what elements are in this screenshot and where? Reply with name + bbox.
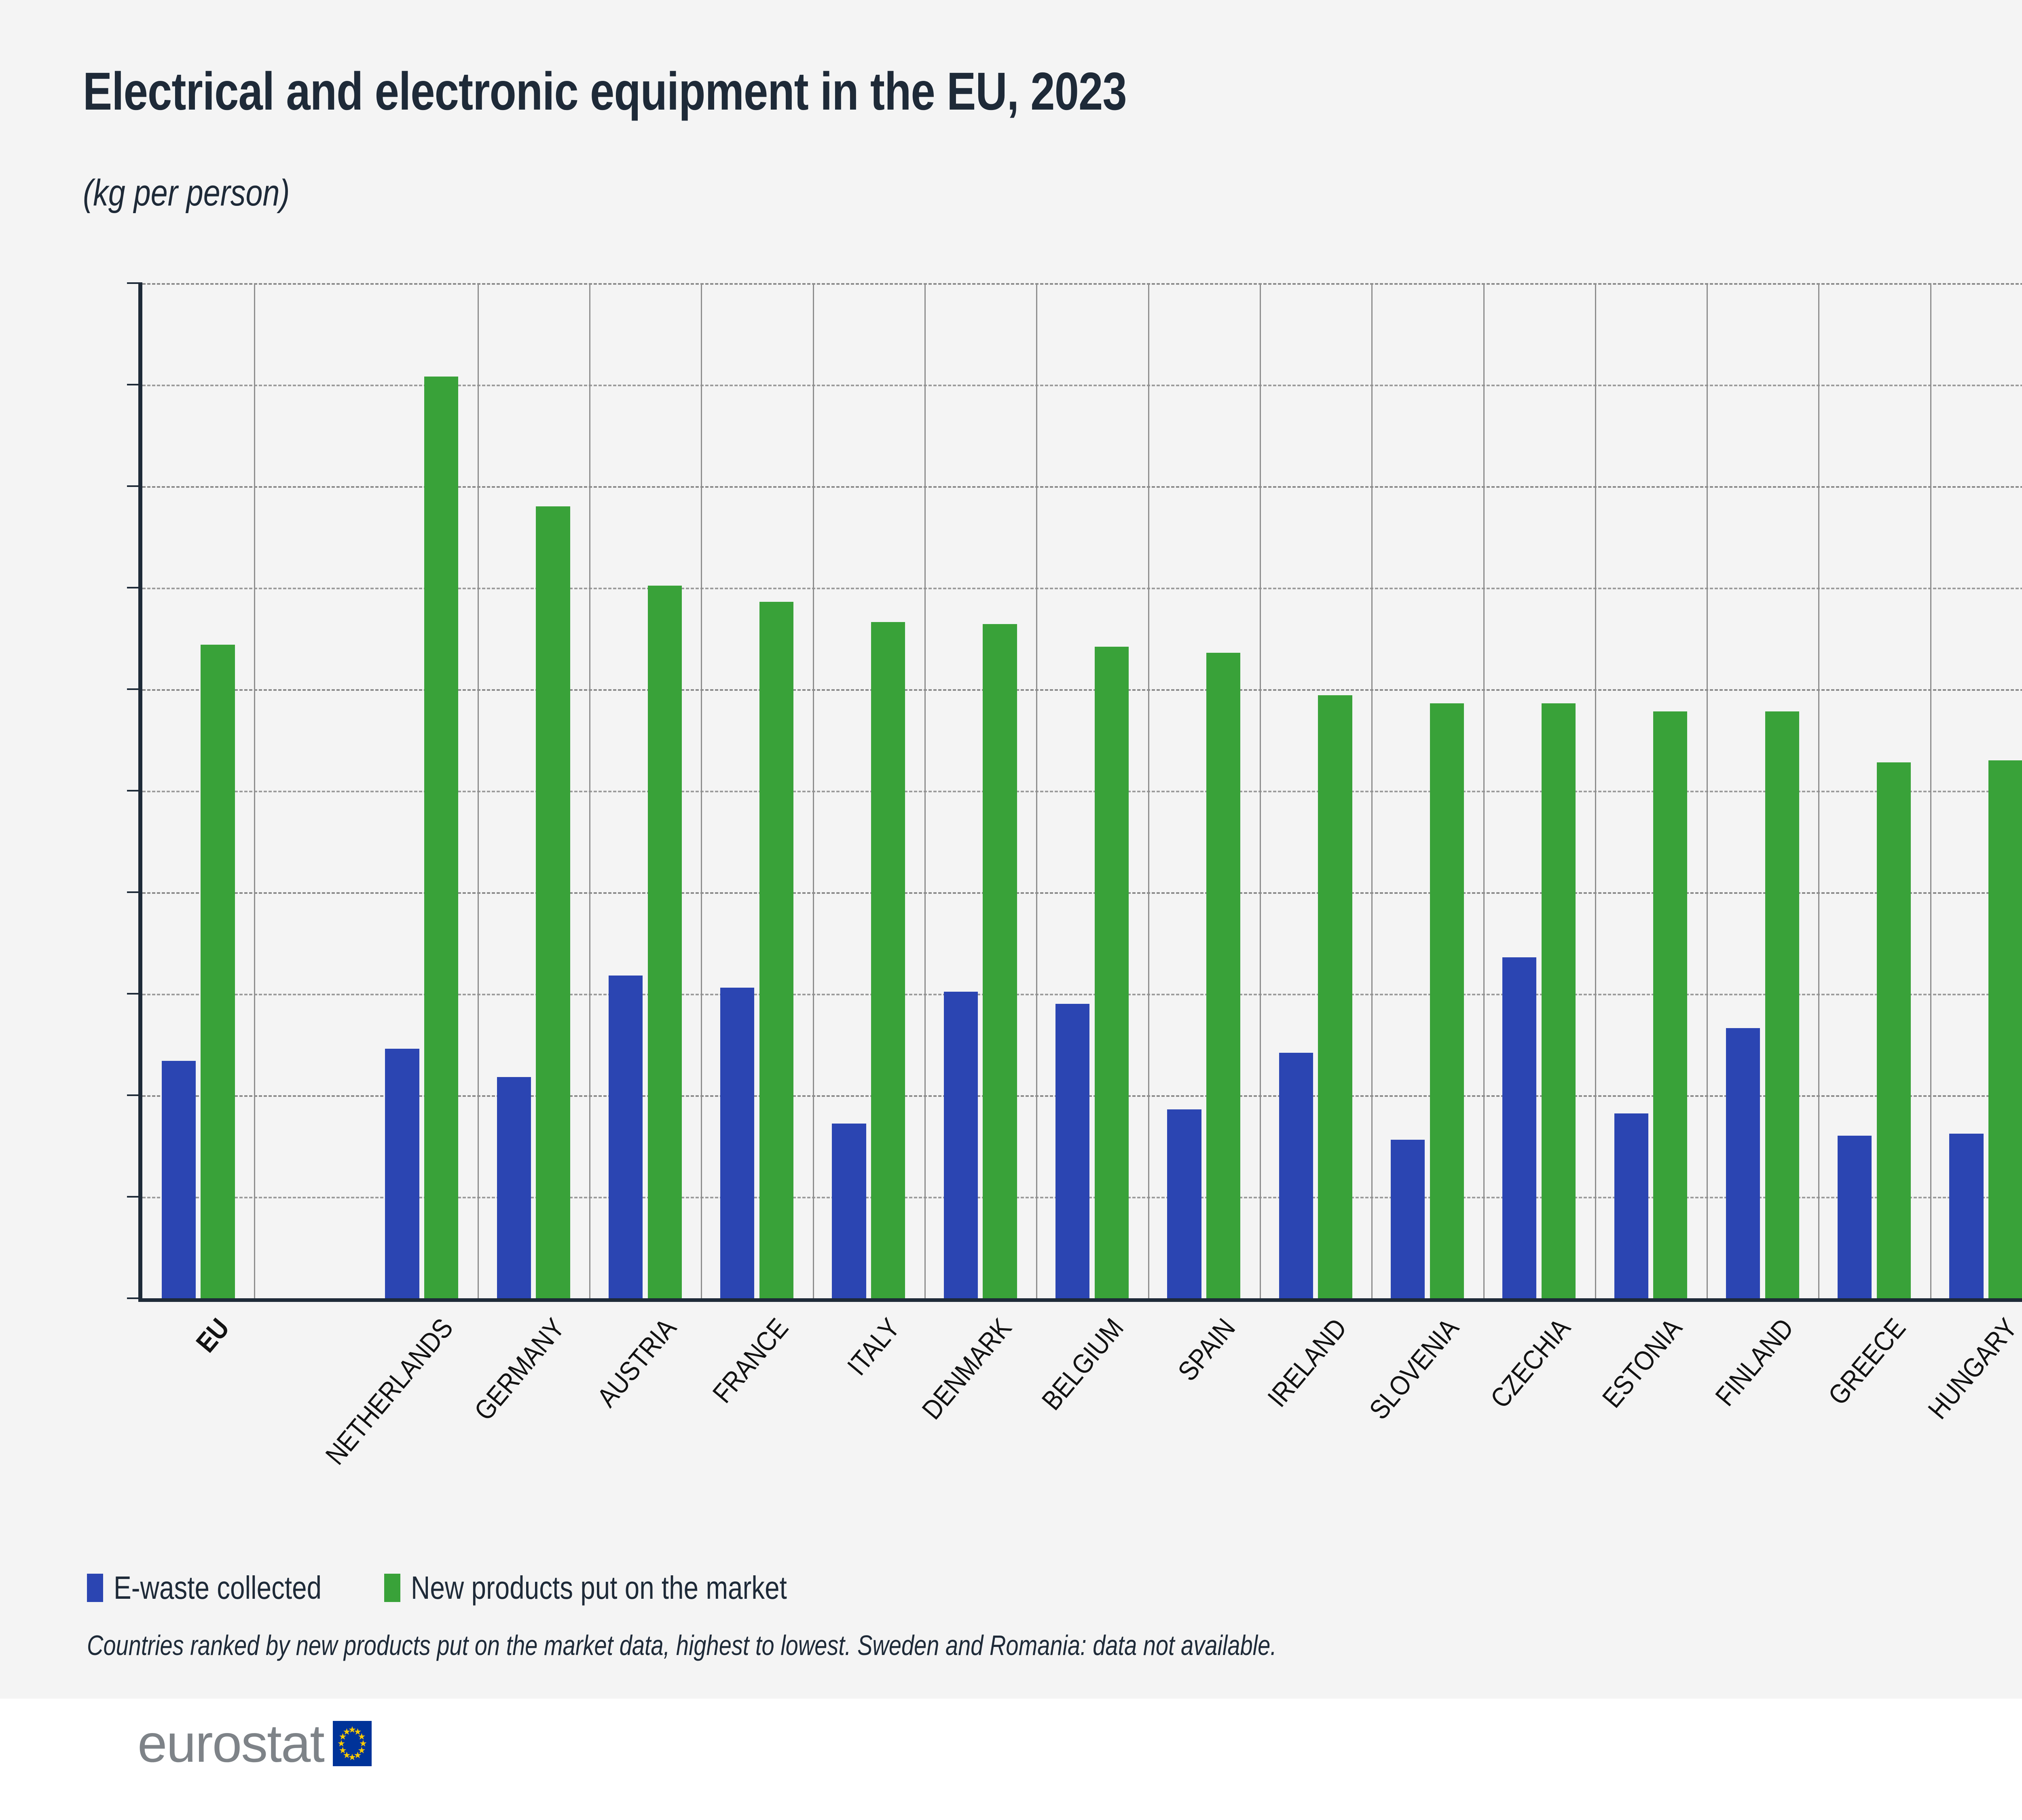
eu-flag-icon: ★ ★ ★ ★ ★ ★ ★ ★ ★ ★ ★ ★ bbox=[332, 1721, 372, 1766]
y-tick-20 bbox=[127, 891, 139, 893]
eu-star-icon: ★ bbox=[338, 1745, 347, 1755]
bar-ewaste-austria bbox=[608, 975, 643, 1298]
x-axis-line bbox=[138, 1298, 2022, 1302]
gridline-25 bbox=[142, 791, 2022, 792]
bar-ewaste-ireland bbox=[1279, 1052, 1313, 1298]
bar-newproducts-netherlands bbox=[424, 376, 459, 1298]
gridline-50 bbox=[142, 283, 2022, 285]
bar-ewaste-germany bbox=[497, 1077, 531, 1298]
bar-newproducts-italy bbox=[871, 622, 905, 1298]
bar-ewaste-belgium bbox=[1055, 1004, 1090, 1298]
bar-newproducts-hungary bbox=[1988, 760, 2022, 1298]
eu-star-icon: ★ bbox=[353, 1726, 362, 1737]
bar-newproducts-denmark bbox=[983, 624, 1017, 1298]
separator-greece bbox=[1930, 283, 1931, 1298]
gridline-35 bbox=[142, 588, 2022, 589]
bar-ewaste-france bbox=[720, 987, 755, 1298]
separator-belgium bbox=[1148, 283, 1149, 1298]
eu-star-icon: ★ bbox=[337, 1738, 345, 1748]
separator-ireland bbox=[1371, 283, 1373, 1298]
chart-footnote: Countries ranked by new products put on … bbox=[87, 1630, 1277, 1661]
legend-item-newproducts[interactable]: New products put on the market bbox=[384, 1569, 869, 1606]
plot-area bbox=[127, 282, 2022, 1302]
y-tick-0 bbox=[127, 1297, 139, 1299]
eurostat-logo: eurostat ★ ★ ★ ★ ★ ★ ★ ★ ★ ★ ★ ★ bbox=[137, 1717, 372, 1770]
gridline-20 bbox=[142, 892, 2022, 894]
y-tick-5 bbox=[127, 1196, 139, 1198]
separator-netherlands bbox=[477, 283, 479, 1298]
eu-star-icon: ★ bbox=[338, 1731, 347, 1742]
gridline-45 bbox=[142, 385, 2022, 386]
y-tick-35 bbox=[127, 587, 139, 588]
separator-france bbox=[812, 283, 814, 1298]
eu-star-icon: ★ bbox=[348, 1752, 356, 1762]
legend-label-newproducts: New products put on the market bbox=[410, 1570, 787, 1606]
bar-ewaste-czechia bbox=[1502, 957, 1537, 1298]
eu-star-icon: ★ bbox=[359, 1738, 367, 1748]
eu-star-icon: ★ bbox=[343, 1750, 351, 1761]
y-tick-15 bbox=[127, 993, 139, 995]
legend-item-ewaste[interactable]: E-waste collected bbox=[87, 1569, 367, 1606]
bar-ewaste-finland bbox=[1726, 1028, 1760, 1298]
bar-newproducts-germany bbox=[536, 506, 570, 1298]
bar-ewaste-estonia bbox=[1614, 1113, 1648, 1298]
separator-czechia bbox=[1595, 283, 1596, 1298]
legend-swatch-newproducts bbox=[384, 1574, 400, 1602]
bar-newproducts-ireland bbox=[1318, 695, 1352, 1298]
chart-subtitle: (kg per person) bbox=[83, 172, 290, 214]
separator-italy bbox=[924, 283, 926, 1298]
bar-ewaste-hungary bbox=[1949, 1134, 1984, 1298]
gridline-15 bbox=[142, 994, 2022, 995]
bar-newproducts-slovenia bbox=[1430, 703, 1464, 1298]
separator-estonia bbox=[1707, 283, 1708, 1298]
bar-ewaste-eu bbox=[161, 1060, 196, 1298]
y-axis-line bbox=[138, 282, 142, 1299]
bar-newproducts-greece bbox=[1876, 762, 1911, 1298]
eu-star-icon: ★ bbox=[353, 1750, 362, 1761]
separator-eu bbox=[254, 283, 256, 1298]
eu-star-icon: ★ bbox=[357, 1731, 366, 1742]
bar-ewaste-spain bbox=[1167, 1109, 1201, 1298]
bar-newproducts-spain bbox=[1206, 652, 1241, 1298]
gridline-40 bbox=[142, 486, 2022, 488]
bar-newproducts-estonia bbox=[1653, 711, 1688, 1298]
bar-ewaste-slovenia bbox=[1390, 1140, 1425, 1298]
bar-ewaste-greece bbox=[1838, 1136, 1872, 1298]
bar-newproducts-czechia bbox=[1541, 703, 1576, 1298]
separator-denmark bbox=[1036, 283, 1038, 1298]
y-tick-30 bbox=[127, 688, 139, 690]
legend: E-waste collected New products put on th… bbox=[87, 1569, 869, 1606]
y-tick-40 bbox=[127, 485, 139, 487]
gridline-30 bbox=[142, 689, 2022, 691]
bar-newproducts-france bbox=[759, 602, 794, 1298]
y-tick-25 bbox=[127, 790, 139, 791]
legend-swatch-ewaste bbox=[87, 1574, 103, 1602]
bar-newproducts-austria bbox=[647, 585, 682, 1298]
bar-ewaste-italy bbox=[832, 1124, 866, 1298]
eu-star-icon: ★ bbox=[348, 1725, 356, 1735]
bar-ewaste-netherlands bbox=[385, 1048, 419, 1298]
separator-finland bbox=[1818, 283, 1820, 1298]
separator-slovenia bbox=[1483, 283, 1485, 1298]
bar-ewaste-denmark bbox=[943, 991, 978, 1298]
legend-label-ewaste: E-waste collected bbox=[114, 1570, 322, 1606]
page-title: Electrical and electronic equipment in t… bbox=[83, 61, 1127, 121]
separator-germany bbox=[589, 283, 591, 1298]
separator-spain bbox=[1259, 283, 1261, 1298]
eu-star-icon: ★ bbox=[343, 1726, 351, 1737]
separator-austria bbox=[701, 283, 702, 1298]
y-tick-45 bbox=[127, 384, 139, 385]
bar-newproducts-eu bbox=[201, 644, 235, 1298]
y-tick-10 bbox=[127, 1094, 139, 1096]
bar-newproducts-belgium bbox=[1094, 646, 1129, 1298]
y-tick-50 bbox=[127, 282, 139, 284]
eu-star-icon: ★ bbox=[357, 1745, 366, 1755]
eurostat-wordmark: eurostat bbox=[137, 1714, 325, 1773]
bar-newproducts-finland bbox=[1765, 711, 1799, 1298]
